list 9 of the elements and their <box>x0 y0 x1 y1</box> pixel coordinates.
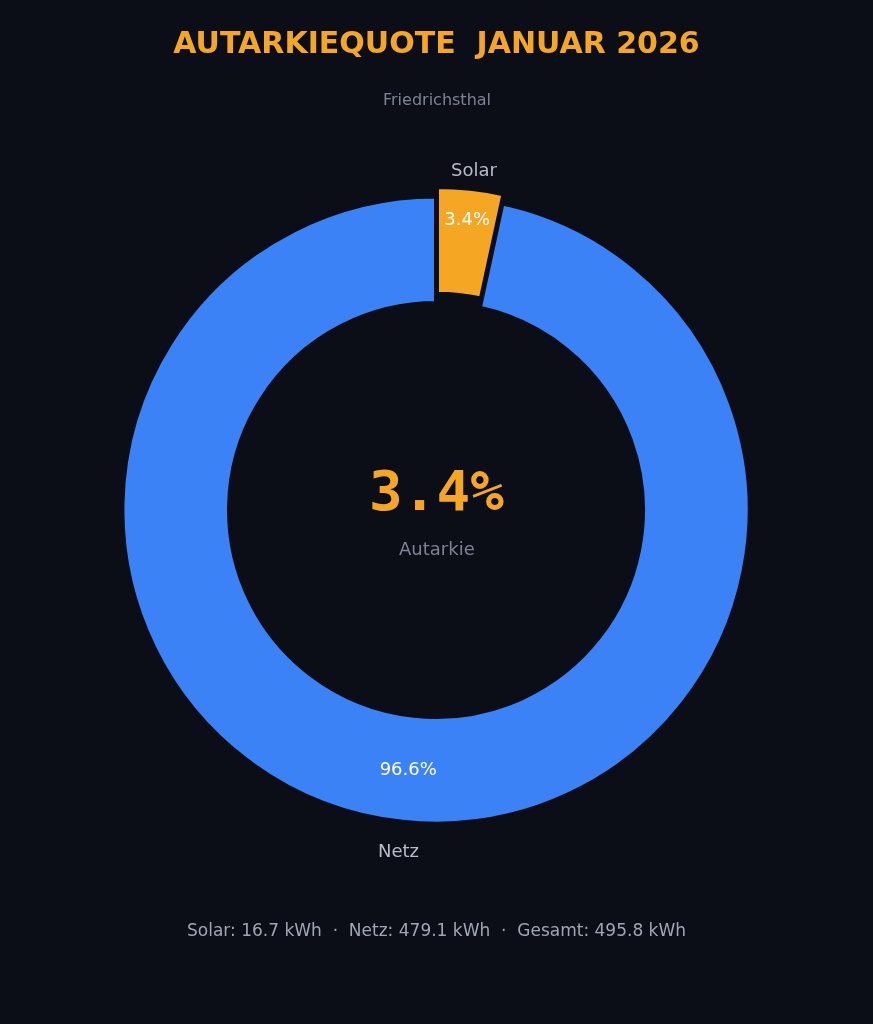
text: Autarkie <box>399 538 475 559</box>
slice-label: Netz <box>378 840 420 861</box>
data-label: 3.4% <box>444 208 491 230</box>
slice-label: Solar <box>451 159 498 180</box>
chart-subtitle: Friedrichsthal <box>383 90 492 109</box>
text: 3.4% <box>369 458 505 523</box>
chart-title: AUTARKIEQUOTE JANUAR 2026 <box>173 24 700 60</box>
text: Solar: 16.7 kWh · Netz: 479.1 kWh · Gesamt: 495.8 kWh <box>187 920 687 940</box>
data-label: 96.6% <box>379 758 437 780</box>
